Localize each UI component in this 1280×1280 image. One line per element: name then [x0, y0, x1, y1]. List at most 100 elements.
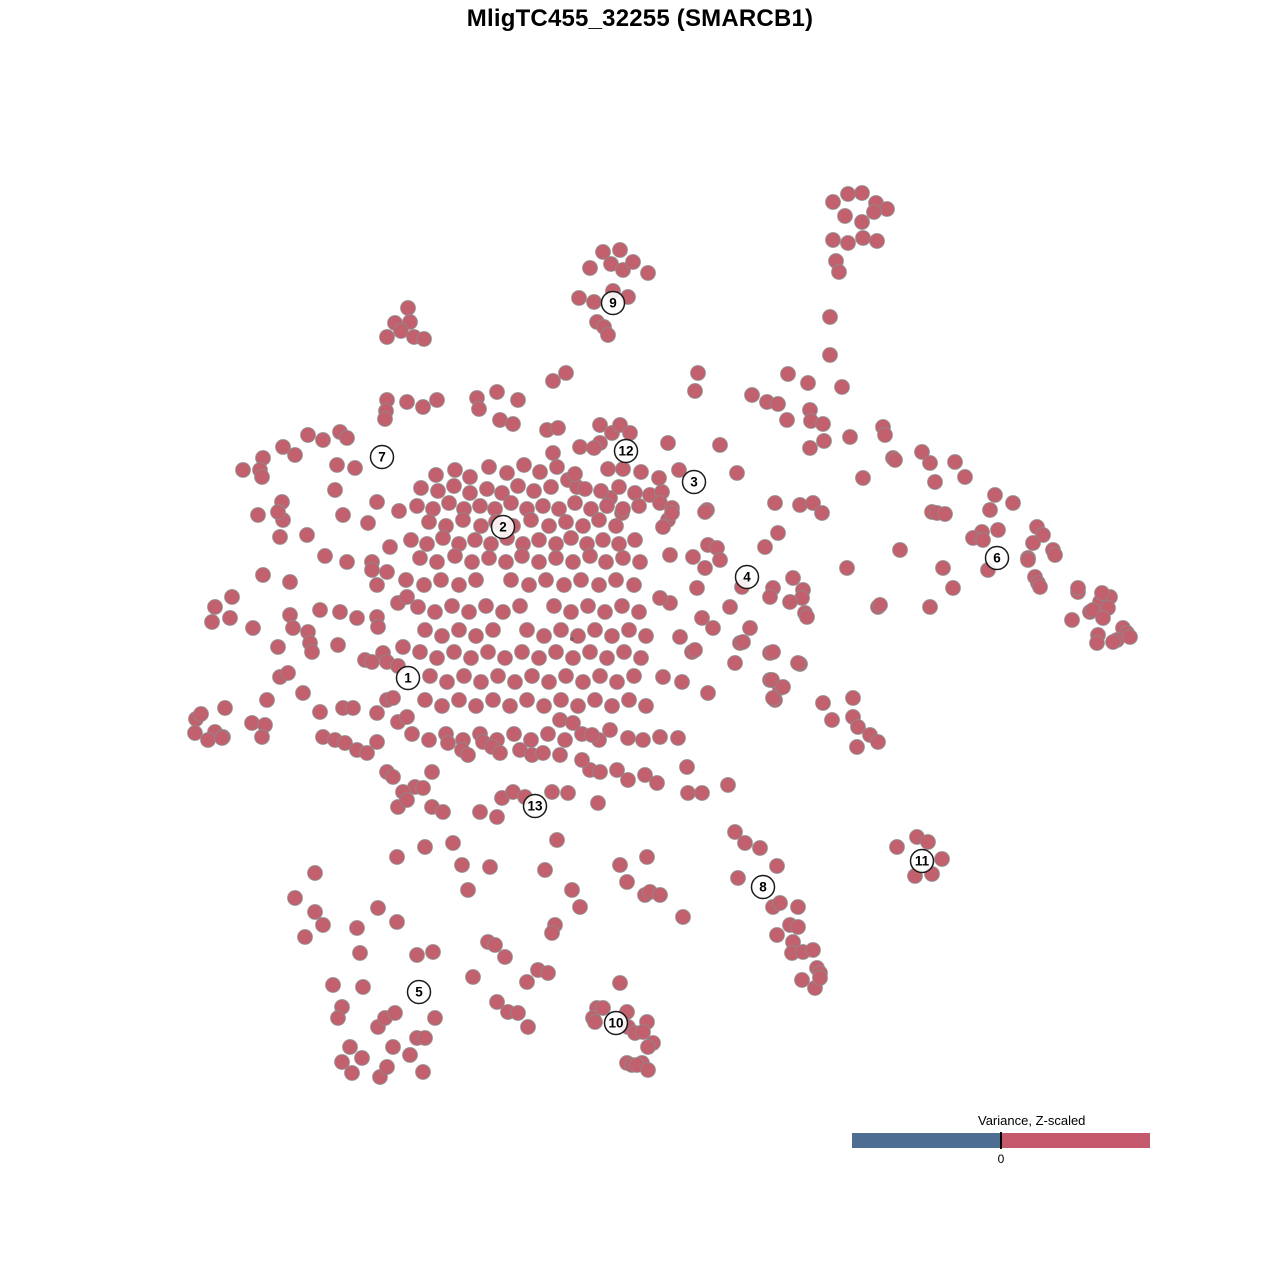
data-point: [217, 700, 233, 716]
cluster-label-11: 11: [909, 848, 935, 874]
data-point: [850, 719, 866, 735]
data-point: [254, 469, 270, 485]
data-point: [937, 506, 953, 522]
data-point: [272, 529, 288, 545]
data-point: [825, 232, 841, 248]
data-point: [354, 1050, 370, 1066]
data-point: [379, 1059, 395, 1075]
data-point: [421, 732, 437, 748]
data-point: [312, 704, 328, 720]
data-point: [329, 457, 345, 473]
data-point: [307, 865, 323, 881]
data-point: [563, 530, 579, 546]
data-point: [505, 416, 521, 432]
data-point: [422, 668, 438, 684]
data-point: [670, 730, 686, 746]
data-point: [1122, 629, 1138, 645]
data-point: [472, 804, 488, 820]
data-point: [250, 507, 266, 523]
data-point: [412, 550, 428, 566]
data-point: [545, 445, 561, 461]
data-point: [429, 392, 445, 408]
data-point: [837, 208, 853, 224]
data-point: [854, 214, 870, 230]
data-point: [614, 598, 630, 614]
data-point: [615, 461, 631, 477]
data-point: [379, 329, 395, 345]
cluster-label-text: 3: [690, 475, 698, 490]
data-point: [344, 1065, 360, 1081]
data-point: [889, 839, 905, 855]
data-point: [651, 470, 667, 486]
data-point: [460, 747, 476, 763]
data-point: [304, 644, 320, 660]
data-point: [235, 462, 251, 478]
data-point: [494, 485, 510, 501]
data-point: [697, 560, 713, 576]
data-point: [549, 459, 565, 475]
data-point: [626, 668, 642, 684]
data-point: [671, 462, 687, 478]
data-point: [633, 650, 649, 666]
data-point: [557, 732, 573, 748]
data-point: [834, 379, 850, 395]
data-point: [312, 602, 328, 618]
cluster-label-8: 8: [750, 874, 776, 900]
data-point: [214, 730, 230, 746]
data-point: [446, 644, 462, 660]
data-point: [389, 849, 405, 865]
data-point: [1095, 610, 1111, 626]
data-point: [536, 698, 552, 714]
data-point: [403, 532, 419, 548]
data-point: [552, 712, 568, 728]
data-point: [531, 650, 547, 666]
data-point: [391, 503, 407, 519]
data-point: [524, 668, 540, 684]
data-point: [399, 792, 415, 808]
data-point: [687, 383, 703, 399]
data-point: [987, 487, 1003, 503]
data-point: [633, 464, 649, 480]
data-point: [640, 1062, 656, 1078]
cluster-label-9: 9: [600, 290, 626, 316]
data-point: [552, 747, 568, 763]
data-point: [591, 512, 607, 528]
data-point: [831, 264, 847, 280]
data-point: [497, 650, 513, 666]
cluster-label-circle: [750, 874, 776, 900]
data-point: [399, 709, 415, 725]
data-point: [451, 577, 467, 593]
data-point: [558, 668, 574, 684]
data-point: [612, 857, 628, 873]
data-point: [587, 1014, 603, 1030]
data-point: [1025, 535, 1041, 551]
cluster-label-circle: [369, 444, 395, 470]
data-point: [435, 804, 451, 820]
data-point: [244, 715, 260, 731]
data-point: [540, 726, 556, 742]
data-point: [299, 527, 315, 543]
data-point: [685, 549, 701, 565]
data-point: [421, 514, 437, 530]
data-point: [415, 399, 431, 415]
data-point: [495, 604, 511, 620]
data-point: [586, 294, 602, 310]
data-point: [270, 504, 286, 520]
data-point: [744, 387, 760, 403]
data-point: [652, 590, 668, 606]
data-point: [1047, 547, 1063, 563]
data-point: [737, 835, 753, 851]
cluster-label-circle: [603, 1010, 629, 1036]
data-point: [472, 498, 488, 514]
data-point: [417, 692, 433, 708]
data-point: [652, 729, 668, 745]
data-point: [334, 1054, 350, 1070]
data-point: [587, 692, 603, 708]
data-point: [364, 562, 380, 578]
cluster-label-text: 9: [609, 296, 617, 311]
data-point: [489, 384, 505, 400]
data-point: [285, 620, 301, 636]
data-point: [567, 495, 583, 511]
